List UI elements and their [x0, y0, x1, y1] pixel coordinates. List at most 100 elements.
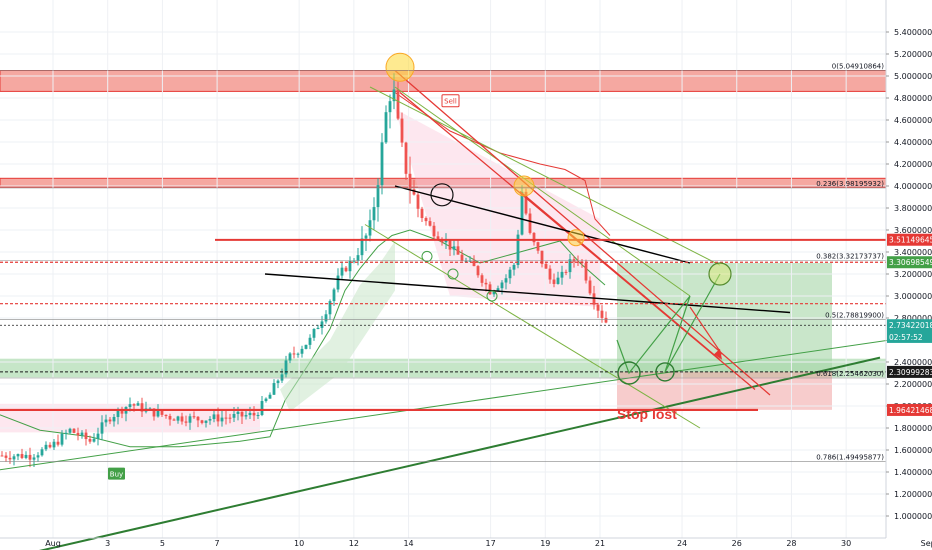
touch-circle-green: [447, 268, 459, 280]
fib-label: 0.5(2.78819900): [825, 311, 884, 319]
y-tick-label: 3.20000000: [894, 270, 932, 279]
candle-body: [320, 321, 324, 328]
candle-body: [384, 112, 388, 143]
candle-body: [16, 454, 20, 457]
candle-body: [376, 185, 380, 208]
candle-body: [588, 280, 592, 294]
y-tick-label: 4.40000000: [894, 138, 932, 147]
candle-body: [448, 240, 452, 250]
candle-body: [488, 284, 492, 295]
candle-body: [352, 260, 356, 262]
candle-body: [168, 416, 172, 420]
candle-body: [28, 454, 32, 460]
price-tag: [887, 319, 932, 332]
candle-body: [136, 403, 140, 406]
supertrend-line-lower: [0, 229, 606, 448]
candle-body: [536, 242, 540, 251]
x-tick-label: 14: [403, 539, 413, 548]
target-circle: [708, 262, 732, 286]
candle-body: [544, 263, 548, 269]
x-tick-label: 30: [841, 539, 851, 548]
supertrend-line-upper: [394, 92, 611, 236]
candle-body: [176, 416, 180, 421]
candle-body: [512, 264, 516, 270]
candle-body: [604, 317, 608, 323]
candle-body: [224, 417, 228, 419]
candle-body: [340, 267, 344, 276]
candle-body: [276, 380, 280, 384]
candle-body: [504, 278, 508, 283]
x-tick-label: 5: [160, 539, 165, 548]
candle-body: [556, 277, 560, 284]
candle-body: [100, 422, 104, 434]
candle-body: [388, 101, 392, 113]
candle-body: [268, 394, 272, 399]
y-tick-label: 4.00000000: [894, 182, 932, 191]
candle-body: [600, 310, 604, 318]
x-tick-label: Aug: [45, 539, 61, 548]
price-tag: [887, 256, 932, 269]
y-tick-label: 4.60000000: [894, 116, 932, 125]
entry-circle-1: [617, 361, 641, 385]
candle-body: [272, 383, 276, 395]
x-tick-label: 7: [215, 539, 220, 548]
candle-body: [160, 410, 164, 415]
resistance-trendline-3: [519, 191, 721, 361]
candle-body: [248, 412, 252, 416]
candle-body: [380, 142, 384, 186]
channel-line-green-3: [394, 86, 691, 297]
candle-body: [128, 404, 132, 407]
candle-body: [172, 419, 176, 421]
candle-body: [260, 401, 264, 415]
candle-body: [184, 421, 188, 423]
candle-body: [540, 250, 544, 264]
candle-body: [80, 432, 84, 436]
candle-body: [132, 404, 136, 406]
buy-marker-label: Buy: [110, 471, 123, 479]
candle-body: [72, 428, 76, 433]
candle-body: [560, 271, 564, 278]
candle-body: [516, 234, 520, 265]
candle-body: [304, 344, 308, 349]
price-tag-label: 3.30698549: [889, 258, 932, 267]
candle-body: [548, 268, 552, 280]
candle-body: [532, 232, 536, 243]
x-tick-label: 24: [677, 539, 687, 548]
support-trendline-secondary: [0, 339, 891, 471]
price-tag-label: 3.51149645: [889, 236, 932, 245]
candle-body: [252, 412, 256, 416]
candle-body: [60, 433, 64, 445]
y-tick-label: 1.40000000: [894, 468, 932, 477]
y-tick-label: 3.60000000: [894, 226, 932, 235]
candle-body: [468, 260, 472, 262]
candle-body: [400, 118, 404, 143]
candle-body: [392, 89, 396, 102]
peak-highlight-circle: [385, 52, 415, 82]
candle-body: [316, 327, 320, 329]
candle-body: [108, 419, 112, 422]
candle-body: [584, 263, 588, 281]
x-tick-label: 10: [294, 539, 304, 548]
candle-body: [120, 409, 124, 414]
projection-arrow-head: [714, 348, 722, 360]
resistance-zone-top: [0, 70, 887, 92]
candle-body: [244, 415, 248, 417]
touch-circle-black: [430, 183, 454, 207]
candle-body: [88, 439, 92, 442]
y-tick-label: 4.80000000: [894, 94, 932, 103]
entry-circle-2: [655, 362, 675, 382]
candle-body: [440, 239, 444, 243]
candle-body: [104, 419, 108, 423]
fib-label: 0.618(2.25462030): [816, 370, 884, 378]
candle-body: [396, 89, 400, 119]
candle-body: [156, 410, 160, 417]
candle-body: [348, 260, 352, 272]
fib-label: 0(5.04910864): [832, 63, 884, 71]
candle-body: [300, 348, 304, 354]
candle-body: [56, 441, 60, 445]
candle-body: [492, 290, 496, 295]
price-tag: [887, 233, 932, 246]
y-tick-label: 3.80000000: [894, 204, 932, 213]
